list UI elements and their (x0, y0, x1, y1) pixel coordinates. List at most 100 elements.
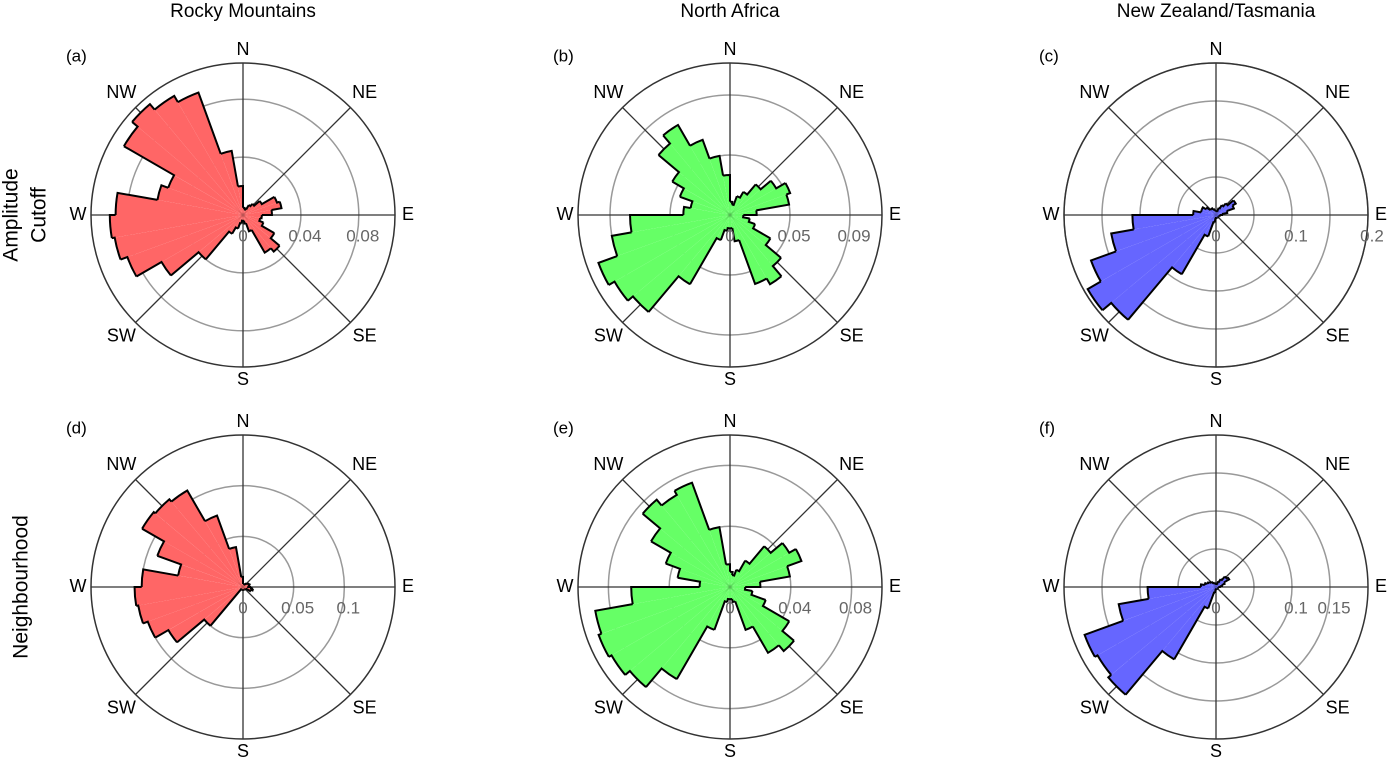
direction-label: N (724, 411, 737, 431)
rose-bar (243, 201, 282, 215)
rose-bar-edge (133, 586, 142, 607)
rose-bar (716, 215, 730, 241)
rose-bar-edge (743, 586, 753, 592)
rose-bar (155, 499, 243, 587)
direction-label: SW (1080, 697, 1109, 717)
rose-bar-edge (747, 218, 756, 226)
rose-bar-edge (1207, 220, 1215, 237)
outer-circle (90, 62, 396, 368)
radial-tick-label: 0.04 (778, 598, 811, 617)
direction-spoke (1215, 586, 1324, 695)
rose-bar-edge (750, 590, 767, 601)
direction-label: SE (840, 697, 864, 717)
rose-bar-edge (1213, 588, 1217, 594)
rose-bar (243, 215, 261, 221)
rose-bar-edge (120, 255, 138, 278)
rose-bar (690, 139, 730, 215)
direction-spoke (1215, 479, 1324, 588)
rose-bar (672, 172, 730, 215)
rose-bar (678, 215, 730, 285)
rose-bar-edge (1124, 649, 1175, 696)
rose-bar-edge (744, 545, 765, 566)
rose-bar (243, 203, 255, 215)
direction-label: SE (353, 325, 377, 345)
rose-bar (651, 528, 730, 587)
panel-label: (b) (553, 46, 574, 65)
rose-bar-edge (682, 205, 691, 216)
rose-bar-edge (273, 196, 281, 204)
rose-bar-edge (624, 669, 647, 688)
direction-spoke (1215, 107, 1324, 216)
rose-bar-edge (1220, 575, 1226, 582)
radial-tick-label: 0 (238, 598, 247, 617)
rose-bar-edge (142, 620, 157, 639)
direction-label: NW (1079, 454, 1109, 474)
rose-bar (1097, 587, 1216, 675)
rose-bar (642, 499, 730, 587)
direction-label: NW (593, 454, 623, 474)
direction-label: W (70, 204, 87, 224)
rose-bar (168, 587, 243, 643)
rose-bar-edge (761, 599, 790, 623)
rose-bar-edge (1210, 580, 1214, 585)
rose-bar (243, 204, 251, 215)
radial-tick-label: 0.1 (337, 598, 361, 617)
rose-bar (229, 215, 243, 234)
rose-bar (1216, 211, 1228, 215)
rose-bar-edge (269, 232, 281, 247)
rose-bar (243, 209, 245, 215)
rose-bar (730, 201, 733, 215)
rose-bar-edge (751, 223, 771, 240)
rose-bar-edge (731, 227, 740, 243)
rose-bar (730, 215, 740, 242)
rose-bar (730, 204, 734, 215)
rose-bar (730, 180, 777, 215)
radial-tick-label: 0.04 (288, 226, 321, 245)
direction-label: E (889, 204, 901, 224)
rose-bar-edge (731, 195, 738, 207)
direction-label: NE (839, 454, 864, 474)
rose-bar-edge (765, 275, 783, 286)
direction-label: N (1210, 39, 1223, 59)
radial-tick-label: 0 (1211, 598, 1220, 617)
outer-circle (1063, 62, 1369, 368)
rose-bar-edge (170, 250, 207, 277)
rose-bar-edge (751, 625, 780, 655)
rose-bar-edge (220, 149, 239, 187)
rose-bar (730, 587, 736, 602)
rose-bar-edge (1131, 214, 1194, 230)
rose-bar-edge (735, 560, 747, 573)
rose-bar (727, 587, 730, 600)
panel-label: (c) (1039, 46, 1059, 65)
rose-bar-edge (260, 222, 275, 234)
rose-bar-edge (156, 184, 169, 201)
rose-bar-edge (770, 180, 786, 190)
rose-bar (1111, 215, 1216, 320)
rose-bar (243, 215, 271, 253)
rose-bar-edge (1212, 581, 1215, 585)
rose-bar (138, 587, 243, 624)
rose-bar (730, 587, 753, 630)
rose-bar (1216, 582, 1225, 587)
direction-label: NW (106, 454, 136, 474)
rose-bar (730, 196, 740, 215)
rose-bar (243, 584, 249, 587)
rose-bar (611, 215, 730, 257)
rose-bar (235, 215, 243, 229)
panel-label: (d) (66, 418, 87, 437)
rose-bar-edge (1231, 199, 1238, 207)
rose-bar-edge (1213, 217, 1217, 223)
rose-bar-edge (1216, 580, 1220, 585)
rose-bar-edge (243, 207, 247, 211)
rose-bar (243, 586, 249, 587)
rose-bar-edge (608, 654, 626, 676)
rose-bar (730, 575, 735, 587)
radial-tick-label: 0.08 (839, 598, 872, 617)
rose-bar (142, 512, 243, 587)
rose-bar-edge (594, 603, 633, 635)
rose-bar (709, 527, 730, 587)
outer-circle (577, 62, 883, 368)
rose-bar-edge (250, 588, 254, 592)
rose-bar-edge (1083, 619, 1124, 658)
rose-bar-edge (154, 497, 173, 515)
